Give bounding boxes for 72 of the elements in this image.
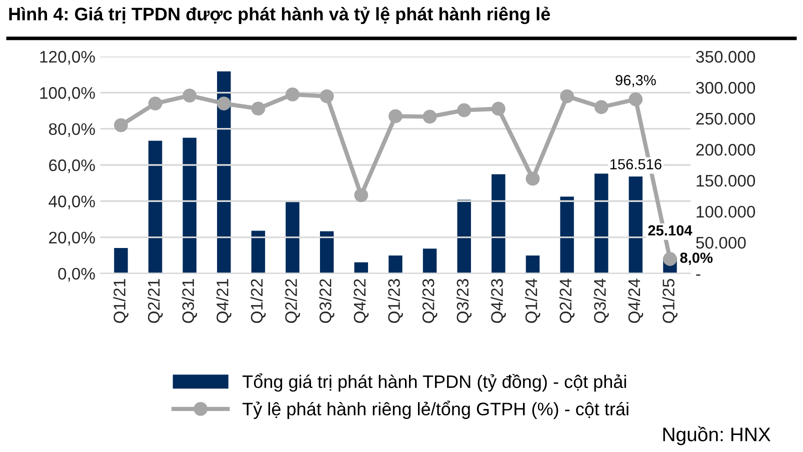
x-tick-label: Q1/23 [388, 279, 403, 323]
x-tick-label: Q4/24 [628, 278, 644, 323]
bar [594, 174, 608, 274]
bar [492, 174, 506, 274]
data-label: 8,0% [680, 252, 713, 266]
y-tick-label: 120,0% [40, 50, 95, 65]
point [251, 102, 266, 116]
x-tick-label: Q2/23 [422, 279, 438, 323]
x-tick-label: Q1/21 [113, 279, 128, 323]
x-tick-label: Q4/21 [216, 279, 232, 323]
legend-label: Tỷ lệ phát hành riêng lẻ/tổng GTPH (%) - cột trái [242, 400, 628, 419]
point [628, 92, 643, 106]
bar [388, 255, 402, 274]
x-tick-label: Q1/24 [524, 278, 540, 323]
data-label: 96,3% [616, 75, 656, 88]
bar [182, 138, 196, 274]
x-tick-label: Q1/25 [662, 279, 678, 323]
y-tick-label: 0,0% [58, 268, 95, 282]
y2-tick-label: 50.000 [696, 236, 746, 249]
point [114, 118, 128, 132]
bar [628, 176, 643, 274]
bar [286, 202, 300, 274]
y-tick-label: 60,0% [49, 159, 95, 174]
point [560, 89, 574, 104]
legend-label: Tổng giá trị phát hành TPDN (tỷ đồng) - cột phải [242, 373, 626, 392]
point [663, 252, 677, 266]
bar [114, 248, 128, 274]
bar [148, 140, 162, 274]
text: Nguồn: HNX [663, 426, 770, 446]
x-tick-label: Q3/22 [319, 279, 334, 323]
y-tick-label: 80,0% [48, 123, 95, 137]
x-tick-label: Q4/23 [490, 279, 506, 323]
bar [320, 231, 334, 274]
bar [526, 255, 540, 274]
y2-tick-label: 200.000 [696, 144, 756, 156]
y-tick-label: 20,0% [49, 232, 95, 246]
point [148, 96, 162, 110]
y2-tick-label: - [696, 274, 700, 276]
x-tick-label: Q3/21 [182, 279, 198, 323]
x-tick-label: Q1/22 [250, 279, 266, 323]
point [354, 188, 368, 202]
y2-tick-label: 350.000 [696, 50, 756, 63]
point [286, 88, 300, 102]
y2-tick-label: 150.000 [696, 174, 756, 187]
x-tick-label: Q2/21 [148, 279, 163, 323]
bar [251, 230, 266, 274]
x-tick-label: Q4/22 [353, 279, 369, 323]
y2-tick-label: 250.000 [696, 112, 756, 125]
point [457, 103, 472, 118]
y-tick-label: 40,0% [48, 196, 95, 210]
point [182, 88, 197, 102]
point [526, 172, 540, 186]
point [594, 100, 608, 114]
y-tick-label: 100,0% [40, 87, 95, 101]
x-tick-label: Q3/24 [594, 278, 609, 323]
bar [457, 200, 471, 274]
y2-tick-label: 100.000 [696, 206, 756, 218]
point [388, 109, 402, 124]
point [320, 89, 334, 104]
bar [560, 196, 574, 274]
point [491, 102, 506, 116]
x-tick-label: Q2/22 [284, 279, 300, 323]
chart-title: Hình 4: Giá trị TPDN được phát hành và tỷ lệ phát hành riêng lẻ [9, 6, 550, 24]
point [216, 96, 231, 110]
bar [217, 71, 231, 274]
y2-tick-label: 300.000 [696, 82, 756, 94]
data-label: 156.516 [610, 159, 662, 170]
bar [422, 248, 437, 274]
x-tick-label: Q3/23 [456, 279, 472, 323]
data-label: 25.104 [648, 225, 692, 236]
x-tick-label: Q2/24 [559, 278, 575, 323]
point [422, 110, 437, 124]
